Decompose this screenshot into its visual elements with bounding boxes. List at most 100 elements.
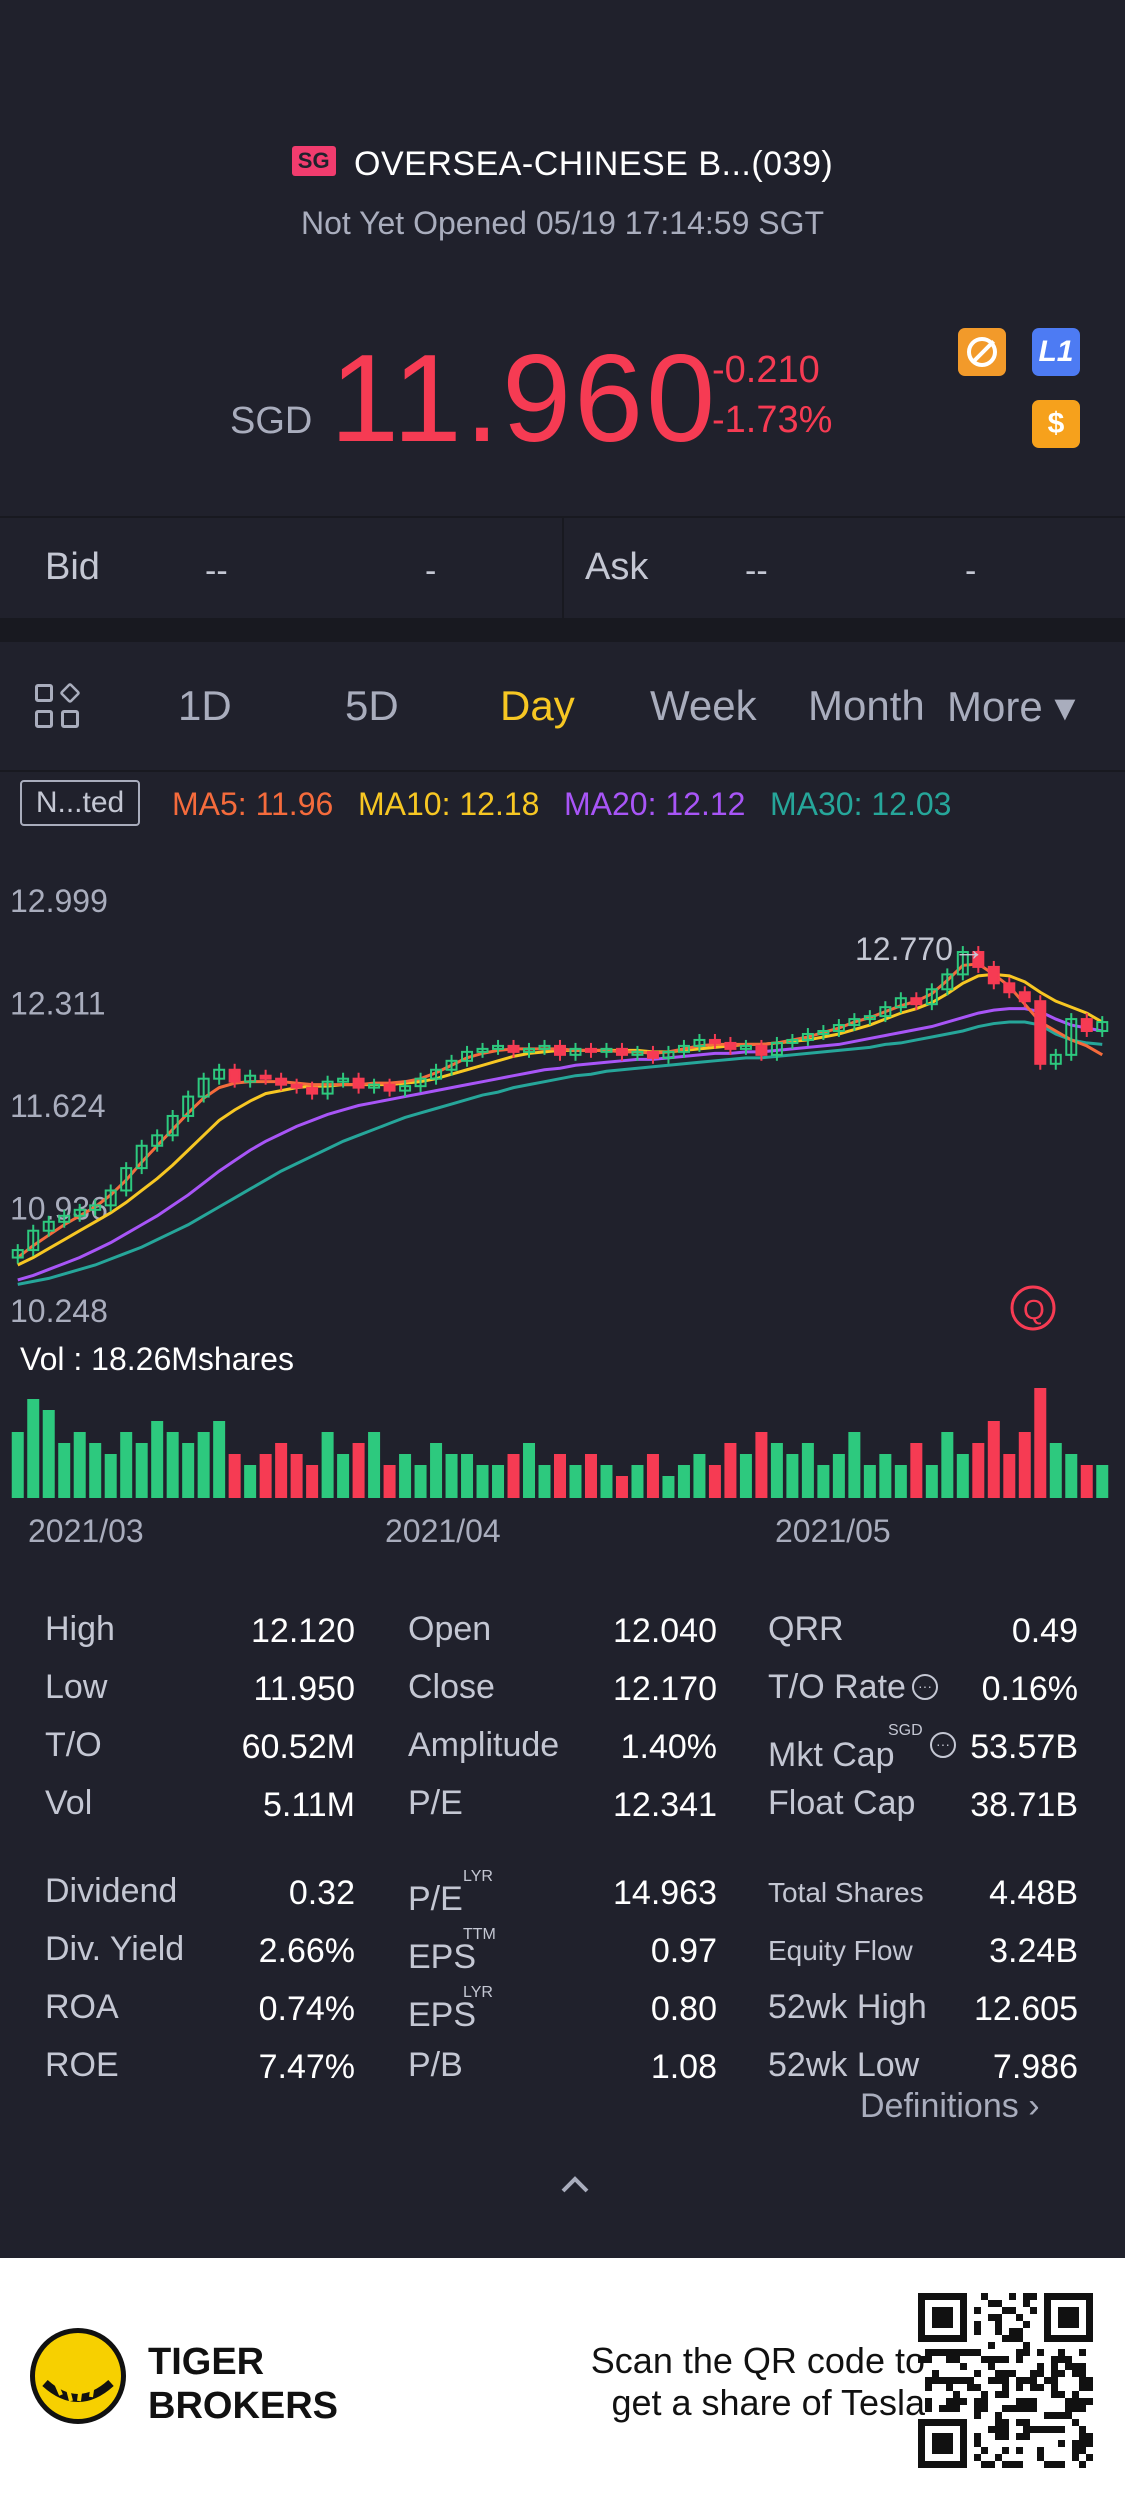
scan-line-1: Scan the QR code to — [590, 2340, 925, 2381]
candlestick-chart[interactable]: 12.99912.31111.62410.93610.24812.770→QVo… — [0, 860, 1125, 1560]
qr-module — [1009, 2328, 1016, 2335]
qr-module — [1016, 2433, 1023, 2440]
qr-module — [1002, 2356, 1009, 2363]
volume-bar — [1049, 1443, 1062, 1498]
candle-body — [1080, 1018, 1093, 1033]
qr-module — [1079, 2349, 1086, 2356]
stat-label: Close — [408, 1668, 495, 1706]
volume-bar — [987, 1421, 1000, 1498]
section-gap — [0, 620, 1125, 642]
qr-module — [960, 2363, 967, 2370]
tab-more[interactable]: More ▾ — [947, 683, 1076, 730]
candle-body — [461, 1050, 474, 1062]
grid-layout-icon[interactable] — [35, 682, 83, 732]
volume-bar — [677, 1465, 690, 1498]
stat-label: P/B — [408, 2046, 463, 2084]
qr-module — [925, 2398, 932, 2405]
qr-module — [974, 2321, 981, 2328]
candle-body — [259, 1074, 272, 1080]
adjust-mode-button[interactable]: N...ted — [20, 780, 140, 826]
stat-label: Mkt Cap — [768, 1736, 895, 1774]
ma5-value: MA5: 11.96 — [172, 786, 334, 822]
qr-module — [1016, 2328, 1023, 2335]
qr-module — [946, 2356, 953, 2363]
qr-module — [1002, 2426, 1009, 2433]
definitions-link[interactable]: Definitions › — [860, 2087, 1040, 2126]
tab-1d[interactable]: 1D — [178, 682, 232, 729]
qr-module — [939, 2377, 946, 2384]
qr-module — [974, 2440, 981, 2447]
qr-module — [967, 2349, 974, 2356]
candle-body — [11, 1249, 24, 1259]
stat-label: P/E — [408, 1784, 463, 1822]
stat-label: 52wk Low — [768, 2046, 920, 2084]
qr-module — [974, 2349, 981, 2356]
stat-superscript: SGD — [888, 1722, 923, 1739]
qr-module — [953, 2356, 960, 2363]
candle-body — [863, 1015, 876, 1021]
ma-indicator-row: N...ted MA5: 11.96 MA10: 12.18 MA20: 12.… — [0, 780, 1125, 830]
stat-label: Low — [45, 1668, 108, 1706]
bid-label: Bid — [45, 546, 100, 588]
qr-module — [1037, 2384, 1044, 2391]
tab-day[interactable]: Day — [500, 682, 575, 729]
candle-body — [817, 1030, 830, 1035]
dollar-icon[interactable]: $ — [1032, 400, 1080, 448]
volume-bar — [1065, 1454, 1078, 1498]
qr-module — [1002, 2433, 1009, 2440]
qr-module — [1058, 2349, 1065, 2356]
qr-module — [1058, 2356, 1065, 2363]
stat-label: EPS — [408, 1996, 477, 2034]
volume-bar — [275, 1443, 288, 1498]
tab-month[interactable]: Month — [808, 682, 925, 729]
info-icon[interactable]: ··· — [930, 1732, 956, 1758]
volume-bar — [476, 1465, 489, 1498]
candle-body — [879, 1006, 892, 1018]
volume-bar — [73, 1432, 86, 1498]
candle-body — [972, 951, 985, 968]
level1-icon[interactable]: L1 — [1032, 328, 1080, 376]
volume-bar — [104, 1454, 117, 1498]
qr-module — [1072, 2447, 1079, 2454]
qr-module — [981, 2461, 988, 2468]
stat-label: Open — [408, 1610, 492, 1648]
stat-superscript: TTM — [463, 1926, 496, 1943]
qr-module — [1058, 2370, 1065, 2377]
candle-body — [290, 1083, 303, 1089]
qr-module — [953, 2349, 960, 2356]
qr-module — [1009, 2307, 1016, 2314]
info-icon[interactable]: ··· — [912, 1674, 938, 1700]
candle-body — [321, 1080, 334, 1095]
qr-module — [1086, 2384, 1093, 2391]
candle-body — [925, 988, 938, 1006]
ma5-line — [16, 962, 1104, 1259]
qr-module — [988, 2314, 995, 2321]
candle-body — [956, 951, 969, 976]
qr-module — [1037, 2370, 1044, 2377]
qr-module — [1051, 2370, 1058, 2377]
volume-bar — [724, 1443, 737, 1498]
qr-module — [1079, 2433, 1086, 2440]
candle-body — [770, 1041, 783, 1056]
candle-body — [42, 1220, 55, 1232]
stock-title-row[interactable]: SG OVERSEA-CHINESE B...(039) — [0, 145, 1125, 184]
qr-module — [988, 2363, 995, 2370]
candle-body — [1065, 1018, 1078, 1056]
no-short-icon[interactable] — [958, 328, 1006, 376]
qr-module — [1009, 2370, 1016, 2377]
tab-5d[interactable]: 5D — [345, 682, 399, 729]
qr-module — [974, 2398, 981, 2405]
stat-label: High — [45, 1610, 115, 1648]
tab-week[interactable]: Week — [650, 682, 757, 729]
chevron-up-icon[interactable] — [560, 2170, 590, 2200]
qr-module — [1086, 2398, 1093, 2405]
qr-module — [953, 2405, 960, 2412]
qr-module — [995, 2321, 1002, 2328]
volume-bar — [801, 1443, 814, 1498]
qr-module — [953, 2377, 960, 2384]
candle-body — [337, 1077, 350, 1083]
qr-module — [960, 2377, 967, 2384]
qr-module — [974, 2328, 981, 2335]
stat-value: 60.52M — [241, 1728, 355, 1766]
candle-body — [476, 1047, 489, 1053]
